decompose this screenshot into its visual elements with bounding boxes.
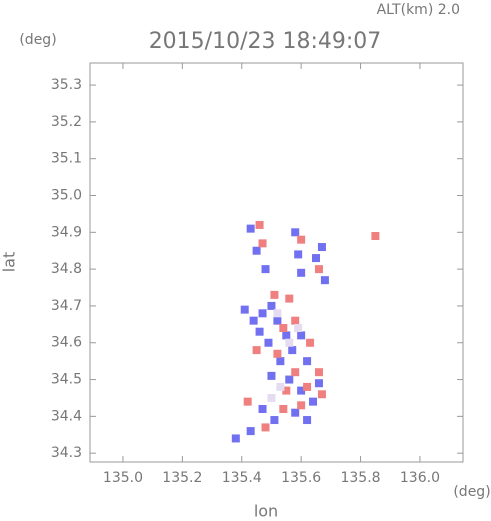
echo-cell — [279, 324, 288, 333]
echo-cell — [297, 235, 306, 244]
echo-cell — [314, 368, 323, 377]
echo-cell — [252, 246, 261, 255]
echo-cell — [303, 416, 312, 425]
echo-cell — [279, 404, 288, 413]
echo-cell — [255, 220, 264, 229]
echo-cell — [297, 401, 306, 410]
echo-cell — [297, 386, 306, 395]
x-tick-label: 135.0 — [103, 470, 143, 486]
echo-cell — [285, 338, 294, 347]
echo-cell — [303, 357, 312, 366]
x-tick-label: 135.6 — [281, 470, 321, 486]
echo-cell — [291, 228, 300, 237]
y-tick-label: 35.2 — [51, 114, 82, 130]
x-tick-label: 135.8 — [340, 470, 380, 486]
y-tick-label: 34.3 — [51, 445, 82, 461]
y-tick-label: 34.8 — [51, 261, 82, 277]
echo-cell — [317, 390, 326, 399]
echo-cell — [291, 408, 300, 417]
echo-cell — [258, 239, 267, 248]
echo-cell — [240, 305, 249, 314]
echo-cell — [297, 331, 306, 340]
y-tick-label: 35.0 — [51, 188, 82, 204]
x-tick-label: 135.4 — [222, 470, 262, 486]
echo-cell — [282, 331, 291, 340]
echo-cell — [317, 243, 326, 252]
echo-cell — [273, 349, 282, 358]
echo-cell — [309, 397, 318, 406]
echo-cell — [264, 338, 273, 347]
echo-cell — [276, 382, 285, 391]
echo-cell — [258, 404, 267, 413]
echo-cell — [258, 309, 267, 318]
echo-cell — [255, 327, 264, 336]
echo-cell — [276, 357, 285, 366]
y-tick-label: 34.5 — [51, 372, 82, 388]
echo-cell — [252, 346, 261, 355]
echo-cell — [288, 346, 297, 355]
echo-cell — [270, 290, 279, 299]
y-tick-label: 34.6 — [51, 335, 82, 351]
echo-cell — [311, 254, 320, 263]
echo-cell — [371, 231, 380, 240]
echo-cell — [267, 371, 276, 380]
echo-cell — [297, 268, 306, 277]
echo-cell — [249, 316, 258, 325]
echo-cell — [267, 301, 276, 310]
echo-cell — [270, 416, 279, 425]
plot-frame — [89, 62, 464, 463]
echo-cell — [291, 368, 300, 377]
chart-title: 2015/10/23 18:49:07 — [149, 29, 382, 54]
echo-cell — [294, 250, 303, 259]
echo-cell — [306, 338, 315, 347]
y-tick-label: 34.7 — [51, 298, 82, 314]
echo-cell — [243, 397, 252, 406]
altitude-label: ALT(km) 2.0 — [377, 2, 460, 18]
y-tick-label: 35.3 — [51, 77, 82, 93]
echo-cell — [294, 324, 303, 333]
echo-cell — [303, 382, 312, 391]
x-unit: (deg) — [453, 484, 490, 500]
echo-cell — [285, 294, 294, 303]
y-tick-label: 35.1 — [51, 151, 82, 167]
echo-cell — [314, 379, 323, 388]
echo-cell — [282, 386, 291, 395]
echo-cell — [320, 276, 329, 285]
y-axis-title: lat — [0, 252, 19, 273]
echo-cell — [231, 434, 240, 443]
y-unit: (deg) — [19, 32, 56, 48]
x-tick-label: 135.2 — [162, 470, 202, 486]
x-tick-label: 136.0 — [400, 470, 440, 486]
echo-cell — [246, 427, 255, 436]
echo-cell — [273, 309, 282, 318]
echo-cell — [285, 375, 294, 384]
x-axis-title: lon — [254, 502, 278, 521]
echo-cell — [291, 316, 300, 325]
echo-cell — [261, 265, 270, 274]
echo-cell — [261, 423, 270, 432]
echo-cell — [246, 224, 255, 233]
echo-cell — [273, 316, 282, 325]
y-tick-label: 34.4 — [51, 408, 82, 424]
echo-cell — [314, 265, 323, 274]
echo-cell — [267, 393, 276, 402]
y-tick-label: 34.9 — [51, 224, 82, 240]
